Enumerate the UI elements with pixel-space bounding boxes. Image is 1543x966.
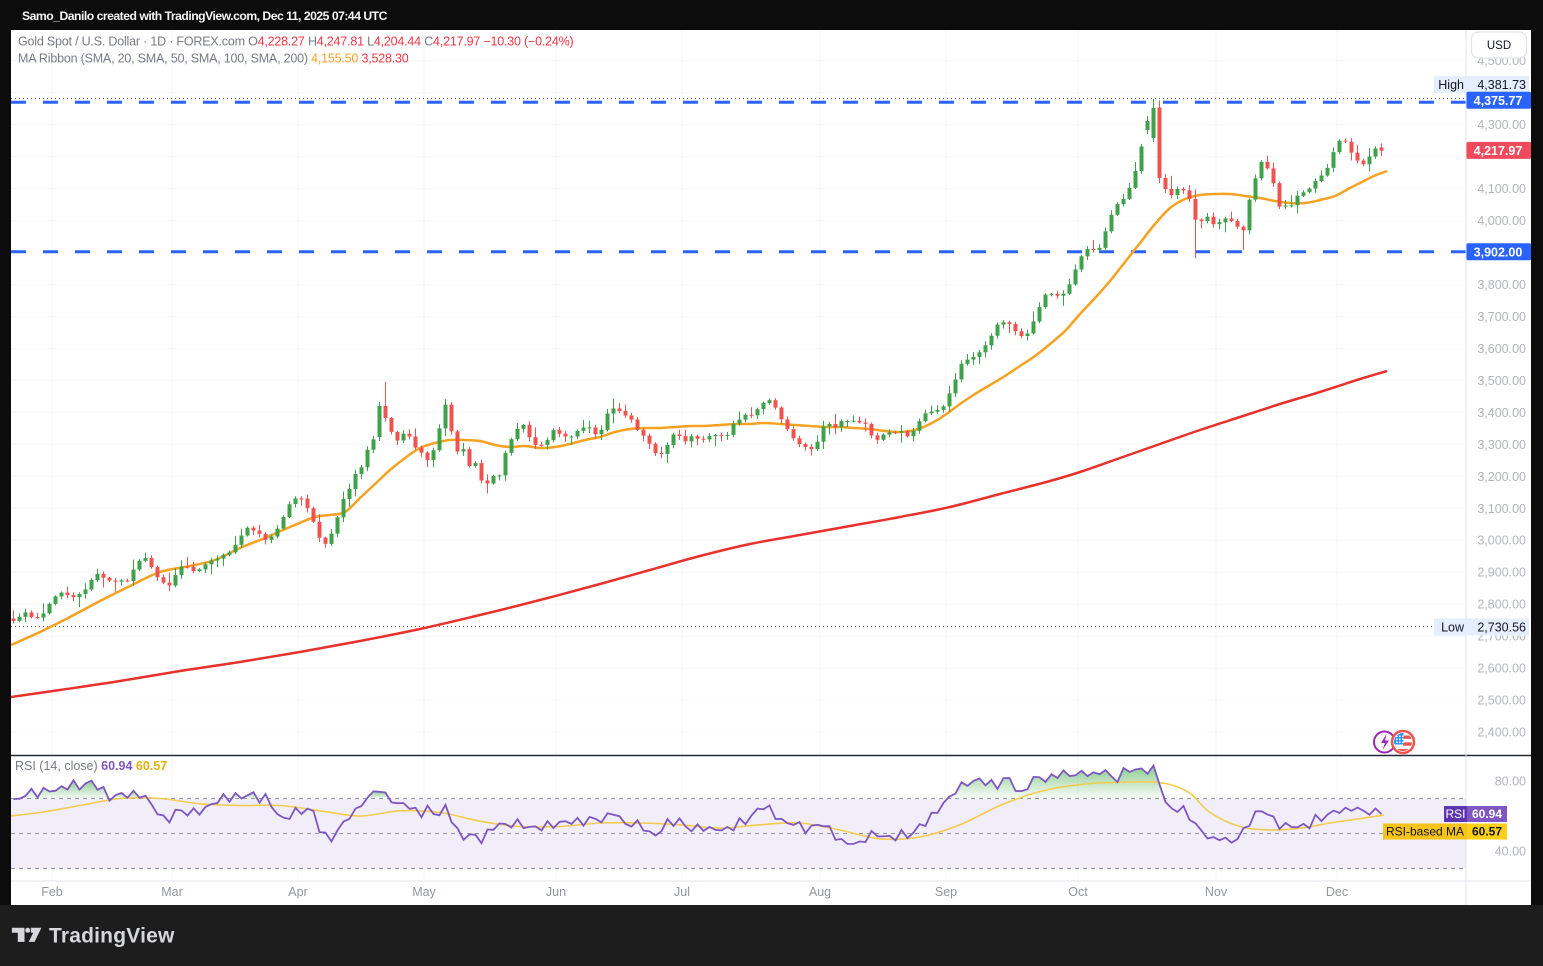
svg-text:60.57: 60.57 [1472, 825, 1502, 839]
svg-text:Nov: Nov [1205, 885, 1228, 899]
svg-text:USD: USD [1487, 40, 1511, 52]
svg-text:2,900.00: 2,900.00 [1477, 566, 1526, 580]
svg-text:Aug: Aug [809, 885, 831, 899]
svg-text:Samo_Danilo created with Tradi: Samo_Danilo created with TradingView.com… [22, 9, 388, 23]
svg-text:4,300.00: 4,300.00 [1477, 118, 1526, 132]
svg-text:4,100.00: 4,100.00 [1477, 182, 1526, 196]
svg-text:Sep: Sep [935, 885, 957, 899]
svg-text:2,500.00: 2,500.00 [1477, 694, 1526, 708]
svg-text:3,500.00: 3,500.00 [1477, 374, 1526, 388]
svg-text:4,375.77: 4,375.77 [1474, 94, 1523, 108]
svg-text:4,381.73: 4,381.73 [1477, 78, 1526, 92]
svg-text:Jul: Jul [674, 885, 690, 899]
svg-text:2,400.00: 2,400.00 [1477, 726, 1526, 740]
svg-text:Dec: Dec [1326, 885, 1348, 899]
svg-text:40.00: 40.00 [1495, 845, 1526, 859]
svg-text:60.94: 60.94 [1472, 807, 1502, 821]
svg-text:RSI (14, close) 60.94 60.57: RSI (14, close) 60.94 60.57 [15, 759, 167, 773]
svg-text:2,800.00: 2,800.00 [1477, 598, 1526, 612]
svg-text:80.00: 80.00 [1495, 775, 1526, 789]
svg-text:Mar: Mar [161, 885, 183, 899]
svg-text:MA Ribbon (SMA, 20, SMA, 50, S: MA Ribbon (SMA, 20, SMA, 50, SMA, 100, S… [18, 52, 409, 66]
svg-text:Oct: Oct [1068, 885, 1088, 899]
svg-text:4,217.97: 4,217.97 [1474, 144, 1523, 158]
svg-text:3,600.00: 3,600.00 [1477, 342, 1526, 356]
svg-text:3,800.00: 3,800.00 [1477, 278, 1526, 292]
svg-text:Gold Spot / U.S. Dollar · 1D ·: Gold Spot / U.S. Dollar · 1D · FOREX.com… [18, 35, 574, 49]
svg-text:4,000.00: 4,000.00 [1477, 214, 1526, 228]
svg-text:3,700.00: 3,700.00 [1477, 310, 1526, 324]
svg-text:High: High [1438, 78, 1464, 92]
svg-text:3,902.00: 3,902.00 [1474, 245, 1523, 259]
svg-text:Jun: Jun [546, 885, 566, 899]
svg-text:TradingView: TradingView [49, 925, 175, 948]
svg-text:May: May [412, 885, 436, 899]
svg-text:3,400.00: 3,400.00 [1477, 406, 1526, 420]
svg-text:Apr: Apr [288, 885, 307, 899]
svg-text:Feb: Feb [41, 885, 63, 899]
svg-text:3,100.00: 3,100.00 [1477, 502, 1526, 516]
svg-text:RSI-based MA: RSI-based MA [1386, 825, 1464, 839]
svg-text:2,730.56: 2,730.56 [1477, 621, 1526, 635]
svg-text:3,000.00: 3,000.00 [1477, 534, 1526, 548]
svg-text:3,300.00: 3,300.00 [1477, 438, 1526, 452]
svg-text:2,600.00: 2,600.00 [1477, 662, 1526, 676]
svg-text:3,200.00: 3,200.00 [1477, 470, 1526, 484]
svg-text:RSI: RSI [1445, 807, 1465, 821]
svg-text:Low: Low [1441, 621, 1465, 635]
